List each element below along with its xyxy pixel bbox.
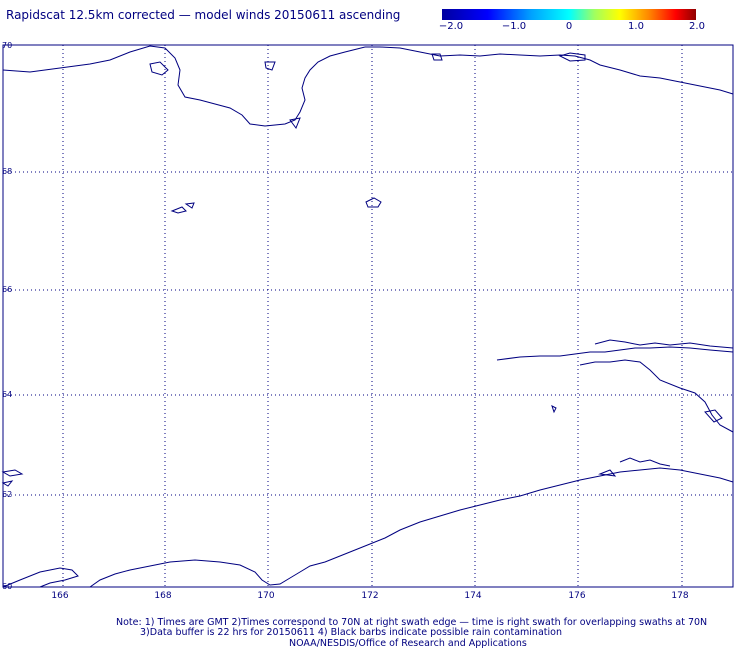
longitude-gridlines: [62, 45, 683, 587]
lon-label-166: 166: [51, 591, 69, 601]
footnote-line-3: NOAA/NESDIS/Office of Research and Appli…: [289, 638, 527, 649]
map-frame: [2, 44, 734, 588]
lon-label-168: 168: [154, 591, 172, 601]
colorbar-label-max: 2.0: [689, 21, 705, 32]
lat-label-70: 70: [2, 41, 13, 50]
lat-label-62: 62: [2, 490, 13, 499]
lon-label-178: 178: [671, 591, 689, 601]
colorbar-label-pos1: 1.0: [628, 21, 644, 32]
colorbar-label-zero: 0: [565, 21, 573, 32]
latitude-gridlines: [3, 171, 733, 496]
lat-label-68: 68: [2, 167, 13, 176]
lon-label-174: 174: [464, 591, 482, 601]
coastlines: [1, 45, 734, 588]
colorbar-label-neg1: −1.0: [501, 21, 527, 32]
colorbar-label-min: −2.0: [438, 21, 464, 32]
lon-label-172: 172: [361, 591, 379, 601]
chukotka-north-coast: [2, 45, 366, 127]
lon-label-170: 170: [257, 591, 275, 601]
colorbar: [442, 9, 696, 20]
lat-label-66: 66: [2, 285, 13, 294]
lat-label-64: 64: [2, 390, 13, 399]
lon-label-176: 176: [568, 591, 586, 601]
map-title: Rapidscat 12.5km corrected — model winds…: [6, 8, 401, 22]
footnote-line-2: 3)Data buffer is 22 hrs for 20150611 4) …: [140, 627, 562, 638]
lat-label-60: 60: [2, 582, 13, 591]
footnote-line-1: Note: 1) Times are GMT 2)Times correspon…: [116, 617, 708, 628]
